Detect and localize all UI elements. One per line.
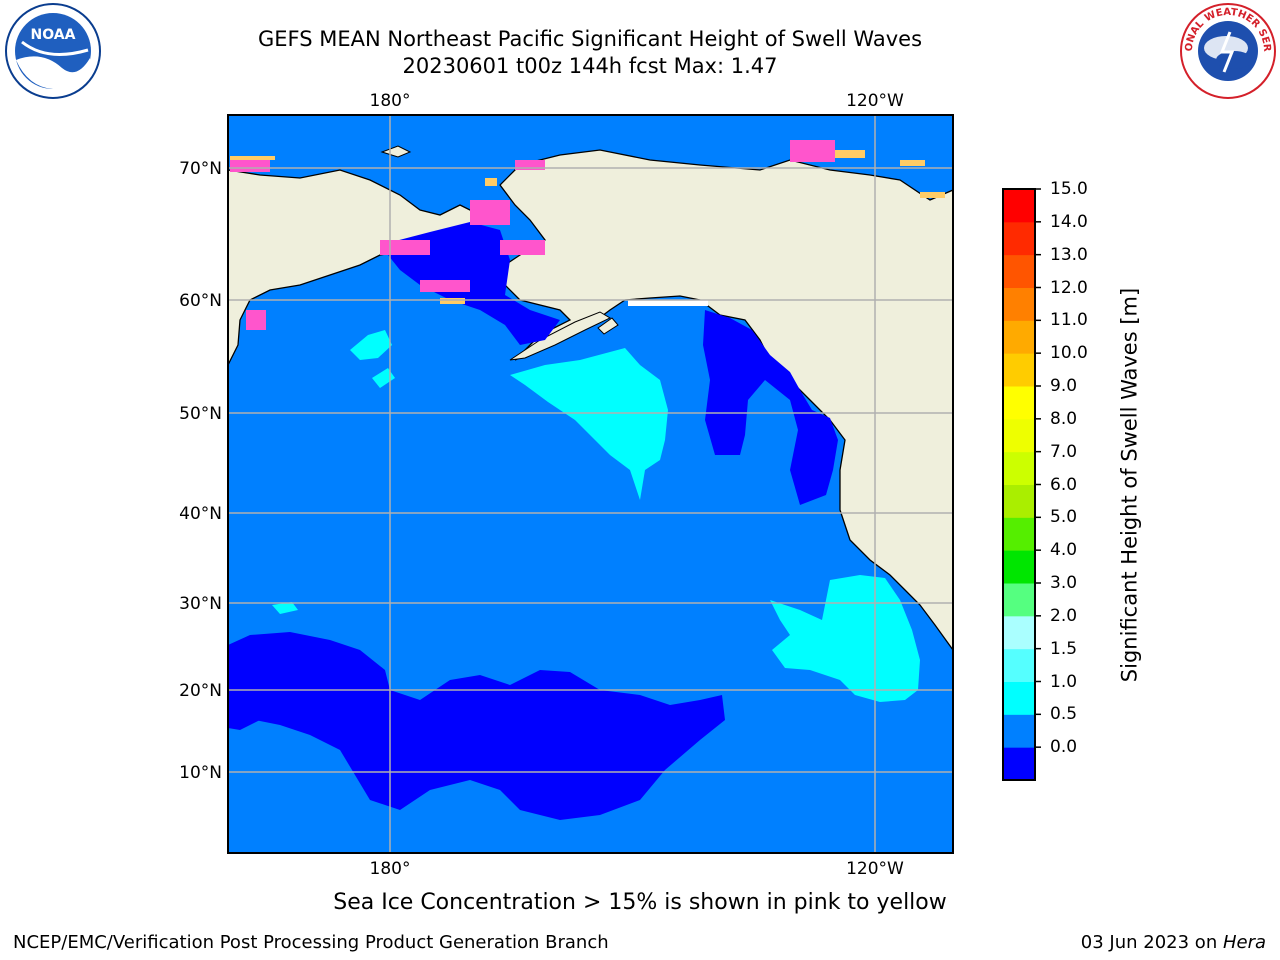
colorbar — [1002, 188, 1041, 781]
colorbar-tick-label: 9.0 — [1050, 376, 1078, 396]
colorbar-segment — [1003, 418, 1035, 453]
map-subtitle: 20230601 t00z 144h fcst Max: 1.47 — [402, 54, 778, 78]
colorbar-tick-label: 6.0 — [1050, 474, 1078, 495]
colorbar-segment — [1003, 287, 1035, 321]
colorbar-tick-label: 4.0 — [1050, 540, 1078, 561]
colorbar-tick-label: 0.0 — [1050, 737, 1078, 758]
colorbar-segment — [1003, 517, 1035, 551]
lon-label-bottom-180: 180° — [370, 859, 411, 879]
lon-label-top-120w: 120°W — [846, 91, 904, 111]
sea-ice-note: Sea Ice Concentration > 15% is shown in … — [333, 890, 947, 915]
credit-line: NCEP/EMC/Verification Post Processing Pr… — [13, 932, 609, 953]
colorbar-segment — [1003, 615, 1035, 650]
colorbar-segment — [1003, 254, 1035, 288]
colorbar-segment — [1003, 353, 1035, 387]
colorbar-tick-label: 14.0 — [1050, 211, 1088, 232]
lat-label-50n: 50°N — [179, 404, 222, 424]
colorbar-segment — [1003, 484, 1035, 518]
colorbar-segment — [1003, 550, 1035, 584]
machine-name: Hera — [1222, 932, 1266, 953]
lon-label-top-180: 180° — [370, 91, 411, 111]
colorbar-tick-label: 1.0 — [1050, 671, 1078, 692]
lat-label-30n: 30°N — [179, 594, 222, 614]
colorbar-segment — [1003, 681, 1035, 715]
date-line: 03 Jun 2023 on Hera — [1081, 932, 1266, 953]
land-peninsula — [509, 311, 612, 361]
lat-label-40n: 40°N — [179, 504, 222, 524]
lat-label-70n: 70°N — [179, 159, 222, 179]
sea-ice-edge — [230, 150, 945, 304]
colorbar-tick-label: 2.0 — [1050, 605, 1078, 626]
colorbar-tick-label: 1.5 — [1050, 638, 1078, 659]
swell-mid-baja — [770, 575, 920, 702]
lat-label-10n: 10°N — [179, 763, 222, 783]
colorbar-tick-label: 3.0 — [1050, 573, 1078, 593]
colorbar-segment — [1003, 714, 1035, 748]
lat-label-60n: 60°N — [179, 291, 222, 311]
colorbar-segment — [1003, 583, 1035, 617]
swell-mid-west — [272, 602, 298, 614]
colorbar-segment — [1003, 747, 1035, 781]
colorbar-segment — [1003, 189, 1035, 223]
noaa-logo-text: NOAA — [31, 27, 76, 43]
nws-logo-icon: NATIONAL WEATHER SERVICE — [1178, 2, 1276, 99]
colorbar-tick-label: 7.0 — [1050, 441, 1078, 462]
colorbar-tick-label: 12.0 — [1050, 277, 1088, 298]
colorbar-segment — [1003, 221, 1035, 256]
colorbar-tick-label: 0.5 — [1050, 704, 1078, 725]
colorbar-tick-label: 8.0 — [1050, 408, 1078, 429]
colorbar-tick-label: 13.0 — [1050, 244, 1088, 265]
ice-mask — [628, 300, 708, 306]
graticule — [228, 115, 953, 853]
swell-low-tropics — [228, 632, 725, 820]
colorbar-tick-label: 11.0 — [1050, 310, 1088, 331]
colorbar-segment — [1003, 648, 1035, 682]
date-text: 03 Jun 2023 on — [1080, 932, 1223, 953]
land-kodiak — [597, 317, 619, 335]
sea-ice — [230, 140, 835, 330]
colorbar-tick-label: 10.0 — [1050, 343, 1088, 364]
swell-low-west — [228, 705, 260, 730]
colorbar-segment — [1003, 451, 1035, 485]
swell-low-gulf — [703, 310, 838, 505]
swell-mid-gulf — [510, 348, 668, 500]
map-title: GEFS MEAN Northeast Pacific Significant … — [257, 27, 923, 51]
colorbar-tick-label: 15.0 — [1050, 179, 1088, 199]
lat-label-20n: 20°N — [179, 681, 222, 701]
colorbar-segment — [1003, 320, 1035, 354]
swell-mid-aleutian — [350, 330, 392, 360]
lon-label-bottom-120w: 120°W — [846, 859, 904, 879]
colorbar-segment — [1003, 386, 1035, 420]
noaa-logo-icon: NOAA — [5, 3, 101, 99]
colorbar-tick-label: 5.0 — [1050, 507, 1078, 528]
land-wrangel — [380, 145, 412, 158]
map-frame — [227, 114, 954, 854]
